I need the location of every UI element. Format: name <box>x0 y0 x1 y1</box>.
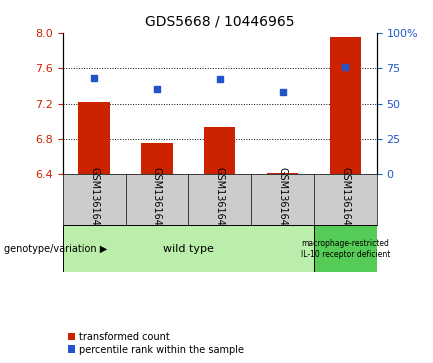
Title: GDS5668 / 10446965: GDS5668 / 10446965 <box>145 15 294 29</box>
Bar <box>78 102 110 175</box>
Bar <box>330 37 361 175</box>
Text: GSM1361642: GSM1361642 <box>215 167 225 232</box>
Point <box>342 64 349 70</box>
Text: GSM1361641: GSM1361641 <box>152 167 162 232</box>
Point <box>90 75 97 81</box>
Text: wild type: wild type <box>163 244 214 254</box>
Point <box>216 77 223 82</box>
Legend: transformed count, percentile rank within the sample: transformed count, percentile rank withi… <box>68 332 244 355</box>
Text: GSM1361644: GSM1361644 <box>340 167 350 232</box>
Point <box>279 89 286 95</box>
Text: genotype/variation ▶: genotype/variation ▶ <box>4 244 107 254</box>
Point <box>153 86 160 92</box>
Bar <box>141 143 173 175</box>
Text: GSM1361643: GSM1361643 <box>278 167 288 232</box>
Bar <box>204 127 236 175</box>
Text: macrophage-restricted
IL-10 receptor deficient: macrophage-restricted IL-10 receptor def… <box>301 238 390 259</box>
Bar <box>63 225 314 272</box>
Bar <box>267 173 298 175</box>
Text: GSM1361640: GSM1361640 <box>89 167 99 232</box>
Bar <box>314 225 377 272</box>
